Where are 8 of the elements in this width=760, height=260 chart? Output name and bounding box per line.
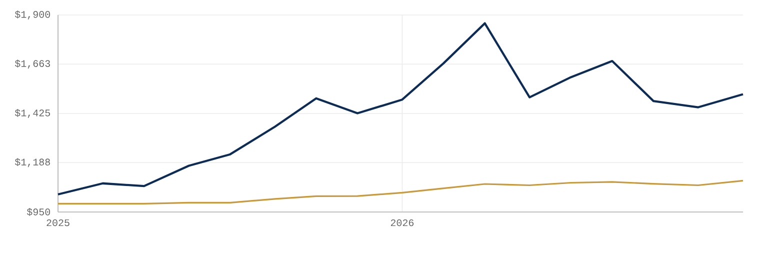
x-tick-label: 2025	[46, 219, 70, 226]
x-tick-label: 2026	[390, 219, 414, 226]
y-tick-label: $1,663	[14, 60, 50, 69]
y-tick-label: $1,900	[14, 10, 50, 20]
y-tick-label: $950	[26, 208, 50, 216]
y-tick-label: $1,425	[14, 109, 50, 118]
line-series	[56, 22, 744, 196]
y-tick-label: $1,188	[14, 158, 50, 168]
